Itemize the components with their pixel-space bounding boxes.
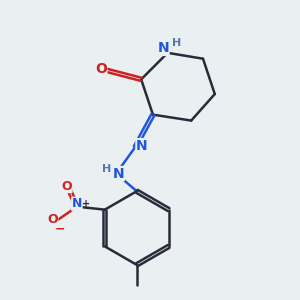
Text: O: O xyxy=(95,62,107,76)
Text: H: H xyxy=(172,38,182,48)
Text: N: N xyxy=(113,167,124,181)
Text: N: N xyxy=(72,197,82,210)
Text: O: O xyxy=(47,213,58,226)
Text: O: O xyxy=(61,180,72,193)
Text: +: + xyxy=(82,199,90,209)
Text: N: N xyxy=(136,139,148,153)
Text: N: N xyxy=(158,41,169,56)
Text: H: H xyxy=(102,164,111,174)
Text: −: − xyxy=(55,222,65,235)
